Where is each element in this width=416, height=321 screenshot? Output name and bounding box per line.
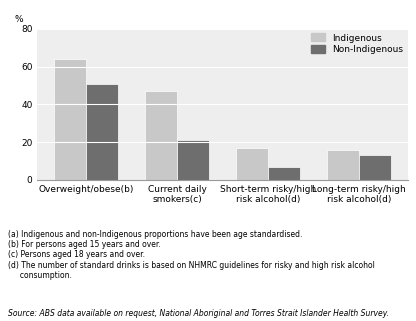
Y-axis label: %: %: [15, 15, 23, 24]
Legend: Indigenous, Non-Indigenous: Indigenous, Non-Indigenous: [312, 33, 403, 54]
Bar: [236, 148, 268, 180]
Bar: [359, 155, 391, 180]
Bar: [327, 150, 359, 180]
Bar: [177, 140, 209, 180]
Bar: [86, 83, 118, 180]
Bar: [268, 167, 300, 180]
Bar: [145, 91, 177, 180]
Text: Source: ABS data available on request, National Aboriginal and Torres Strait Isl: Source: ABS data available on request, N…: [8, 309, 389, 318]
Text: (a) Indigenous and non-Indigenous proportions have been age standardised.
(b) Fo: (a) Indigenous and non-Indigenous propor…: [8, 230, 375, 280]
Bar: [54, 59, 86, 180]
